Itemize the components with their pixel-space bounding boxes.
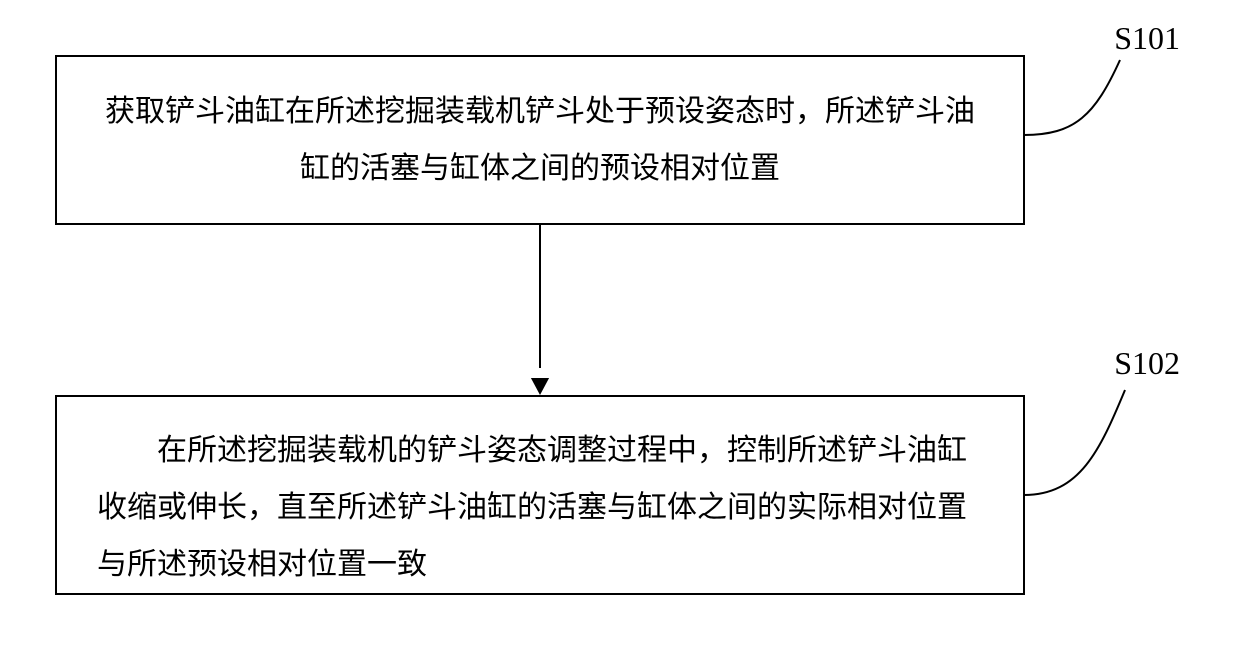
step-label-s101: S101 <box>1114 20 1180 57</box>
arrowhead-icon <box>531 378 549 395</box>
connector-path-s101 <box>1024 60 1120 135</box>
flowchart-step-s102: 在所述挖掘装载机的铲斗姿态调整过程中，控制所述铲斗油缸收缩或伸长，直至所述铲斗油… <box>55 395 1025 595</box>
flowchart-step-s101: 获取铲斗油缸在所述挖掘装载机铲斗处于预设姿态时，所述铲斗油缸的活塞与缸体之间的预… <box>55 55 1025 225</box>
flowchart-container: 获取铲斗油缸在所述挖掘装载机铲斗处于预设姿态时，所述铲斗油缸的活塞与缸体之间的预… <box>0 0 1240 655</box>
step-s102-text: 在所述挖掘装载机的铲斗姿态调整过程中，控制所述铲斗油缸收缩或伸长，直至所述铲斗油… <box>97 422 983 593</box>
step-s101-text: 获取铲斗油缸在所述挖掘装载机铲斗处于预设姿态时，所述铲斗油缸的活塞与缸体之间的预… <box>97 83 983 197</box>
connector-path-s102 <box>1024 390 1125 495</box>
step-label-s102: S102 <box>1114 345 1180 382</box>
